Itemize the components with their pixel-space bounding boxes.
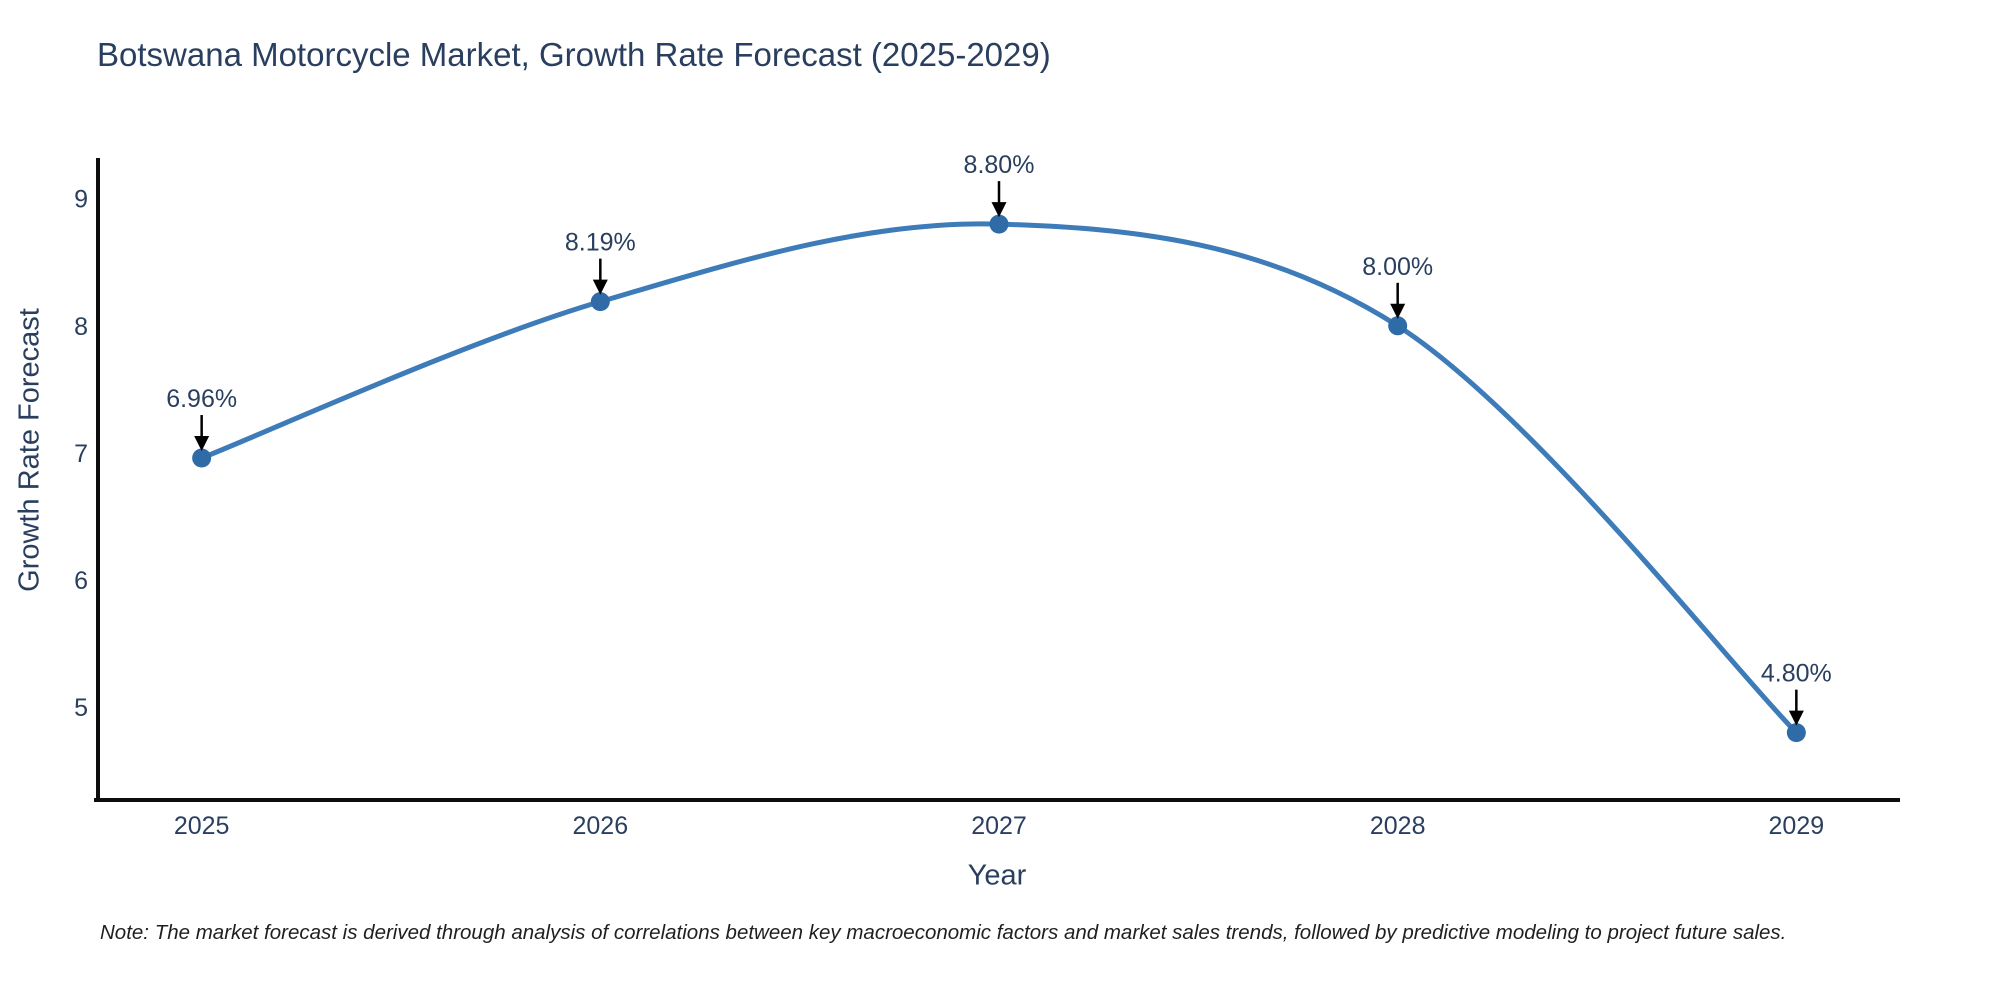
annotation-arrow-head — [1390, 303, 1406, 319]
data-point-marker — [1786, 723, 1806, 743]
data-point-marker — [1388, 316, 1408, 336]
annotation-label: 8.00% — [1362, 253, 1433, 281]
y-tick-label: 7 — [74, 440, 88, 468]
annotation-label: 8.80% — [964, 151, 1035, 179]
annotation-arrow-head — [1788, 710, 1804, 726]
y-tick-label: 9 — [74, 186, 88, 214]
data-point-marker — [989, 214, 1009, 234]
x-tick-label: 2029 — [1769, 812, 1825, 840]
x-tick-label: 2028 — [1370, 812, 1426, 840]
y-tick-label: 6 — [74, 567, 88, 595]
y-tick-label: 8 — [74, 313, 88, 341]
annotation-arrow-head — [991, 202, 1007, 218]
note-text: Note: The market forecast is derived thr… — [100, 921, 1787, 944]
data-point-marker — [590, 292, 610, 312]
x-axis-title: Year — [967, 859, 1027, 892]
annotation-label: 8.19% — [565, 229, 636, 257]
x-tick-label: 2027 — [971, 812, 1027, 840]
annotation-label: 4.80% — [1761, 660, 1832, 688]
x-tick-label: 2026 — [573, 812, 629, 840]
x-tick-label: 2025 — [174, 812, 230, 840]
y-tick-label: 5 — [74, 694, 88, 722]
annotation-label: 6.96% — [166, 385, 237, 413]
annotation-arrow-head — [194, 436, 210, 452]
chart-title: Botswana Motorcycle Market, Growth Rate … — [97, 36, 1051, 73]
line-series — [199, 221, 1799, 736]
data-point-marker — [192, 448, 212, 468]
annotation-arrow-head — [592, 279, 608, 295]
